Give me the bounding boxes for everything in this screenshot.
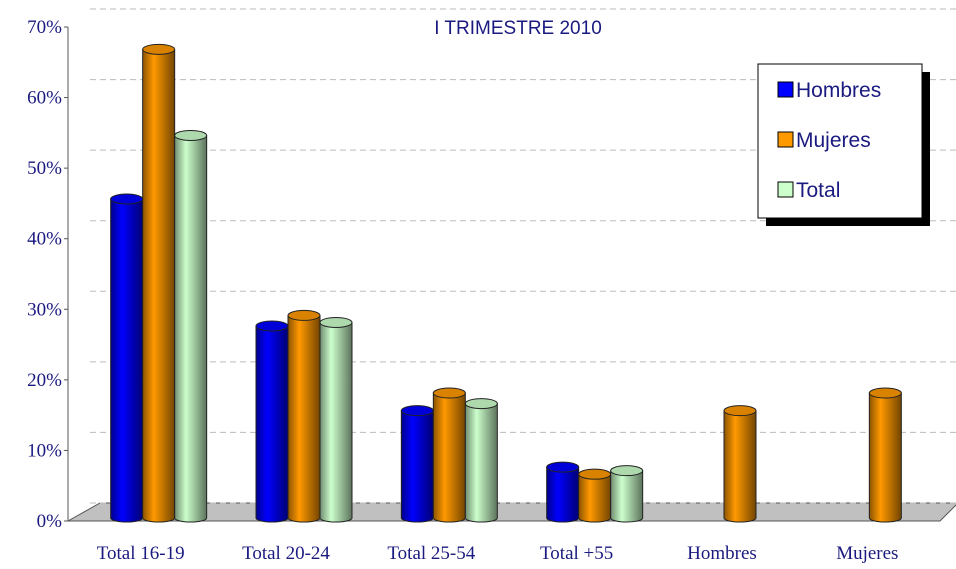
bar-top <box>868 387 902 399</box>
bar-top <box>287 309 321 321</box>
x-tick-label: Total +55 <box>540 543 613 564</box>
bar-top <box>319 316 353 328</box>
bar-top <box>110 193 144 205</box>
legend-label: Total <box>796 179 840 202</box>
y-tick-label: 30% <box>27 299 62 320</box>
bar <box>546 461 580 523</box>
bar-top <box>464 398 498 410</box>
bar-top <box>174 129 208 141</box>
bar-body <box>432 392 466 523</box>
bar-top <box>723 405 757 417</box>
bar-top <box>546 461 580 473</box>
y-tick-label: 20% <box>27 370 62 391</box>
bar-top <box>400 405 434 417</box>
bar-body <box>319 321 353 523</box>
bar-body <box>868 392 902 523</box>
y-tick-label: 10% <box>27 440 62 461</box>
bar <box>464 398 498 523</box>
bar-body <box>174 134 208 523</box>
x-tick-label: Hombres <box>687 543 757 564</box>
bar <box>868 387 902 523</box>
bar-body <box>578 473 612 523</box>
bar <box>400 405 434 523</box>
legend-swatch <box>777 131 794 148</box>
y-tick-label: 50% <box>27 158 62 179</box>
bar <box>723 405 757 523</box>
bar-body <box>610 470 644 523</box>
bar-body <box>287 314 321 523</box>
bar-top <box>142 43 176 55</box>
bar <box>432 387 466 523</box>
bar <box>287 309 321 523</box>
legend-label: Hombres <box>796 79 881 102</box>
bar-body <box>255 325 289 523</box>
bar-body <box>723 410 757 523</box>
bar <box>142 43 176 523</box>
x-tick-label: Total 20-24 <box>242 543 330 564</box>
y-tick-label: 0% <box>37 511 63 532</box>
bar-body <box>464 403 498 523</box>
y-tick-label: 70% <box>27 17 62 38</box>
x-tick-label: Total 25-54 <box>387 543 475 564</box>
legend-label: Mujeres <box>796 129 871 152</box>
legend-swatch <box>777 81 794 98</box>
x-tick-label: Mujeres <box>836 543 898 564</box>
bar-top <box>255 320 289 332</box>
bar-top <box>610 465 644 477</box>
bar <box>319 316 353 523</box>
bar <box>610 465 644 523</box>
bar-body <box>110 198 144 523</box>
bar-body <box>546 466 580 523</box>
bar <box>578 468 612 523</box>
bar <box>174 129 208 523</box>
x-tick-label: Total 16-19 <box>97 543 185 564</box>
bar-top <box>432 387 466 399</box>
bar-top <box>578 468 612 480</box>
bar-body <box>142 48 176 523</box>
legend-swatch <box>777 181 794 198</box>
chart-title: I TRIMESTRE 2010 <box>434 18 602 39</box>
y-tick-label: 40% <box>27 229 62 250</box>
y-tick-label: 60% <box>27 88 62 109</box>
bar <box>255 320 289 523</box>
bar <box>110 193 144 523</box>
bar-body <box>400 410 434 523</box>
